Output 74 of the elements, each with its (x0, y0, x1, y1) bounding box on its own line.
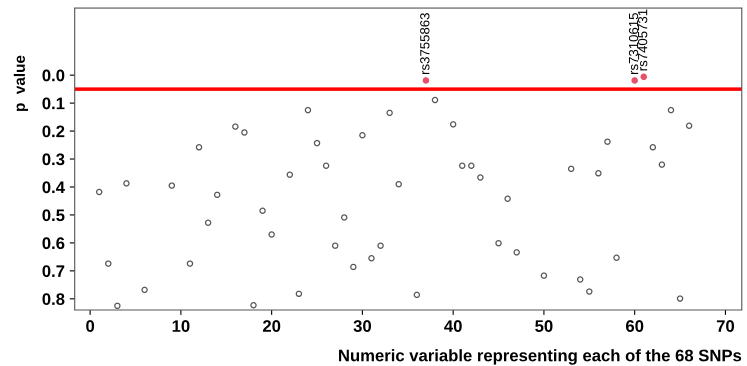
point (640, 74, 648, 80)
point (395, 180, 402, 188)
point (595, 170, 602, 177)
point (513, 249, 520, 256)
point (96, 188, 102, 196)
x-tick-label: 10 (172, 320, 190, 332)
annotation: rs7405731 (638, 10, 648, 70)
point (332, 242, 338, 249)
point (414, 292, 420, 298)
point (604, 138, 611, 145)
point (268, 231, 275, 238)
point (495, 240, 502, 246)
point (241, 129, 248, 136)
point (540, 272, 548, 279)
point (459, 162, 466, 169)
point (250, 302, 257, 308)
y-tick-label: 0.4 (42, 181, 65, 194)
point (114, 302, 121, 310)
point (386, 110, 393, 116)
point (504, 196, 511, 202)
point (650, 144, 656, 151)
point (314, 140, 320, 146)
x-tick-label: 40 (444, 320, 462, 332)
point (676, 295, 684, 302)
point (186, 260, 194, 267)
point (196, 144, 202, 151)
point (422, 77, 430, 84)
y-axis-title: p value (14, 56, 28, 111)
point (259, 208, 266, 214)
point (322, 162, 330, 169)
y-tick-label: 0.3 (42, 153, 64, 166)
point (341, 214, 348, 221)
y-tick-label: 0.8 (42, 293, 64, 306)
point (668, 106, 674, 114)
y-tick-label: 0.1 (42, 98, 65, 110)
point (477, 174, 484, 181)
point (359, 132, 366, 138)
point (568, 166, 574, 172)
x-axis-title: Numeric variable representing each of the 68 SNPs (339, 349, 742, 365)
annotation: rs7310615 (628, 13, 638, 74)
point (141, 286, 148, 294)
x-tick-label: 70 (716, 320, 734, 332)
point (432, 96, 438, 104)
y-tick-label: 0.2 (42, 125, 64, 138)
point (296, 290, 302, 298)
point (631, 77, 638, 84)
y-tick-label: 0.5 (42, 209, 65, 222)
point (214, 192, 220, 198)
point (304, 106, 312, 114)
y-tick-label: 0.0 (42, 70, 64, 82)
point (686, 122, 692, 129)
annotation: rs3755863 (420, 13, 430, 74)
point (286, 171, 294, 178)
point (168, 182, 176, 189)
x-tick-label: 0 (86, 320, 94, 332)
point (232, 123, 239, 130)
x-tick-label: 60 (626, 320, 644, 332)
point (123, 180, 130, 187)
point (105, 260, 112, 267)
point (450, 121, 456, 128)
point (204, 220, 212, 226)
x-tick-label: 30 (354, 320, 371, 332)
point (577, 276, 584, 283)
y-tick-label: 0.7 (42, 265, 64, 278)
y-tick-label: 0.6 (42, 237, 64, 250)
point (586, 288, 593, 295)
point (658, 161, 666, 168)
point (468, 162, 475, 169)
x-tick-label: 50 (535, 320, 553, 332)
point (368, 255, 375, 262)
point (613, 254, 620, 261)
x-tick-label: 20 (262, 320, 280, 332)
point (350, 264, 357, 270)
point (377, 242, 384, 249)
